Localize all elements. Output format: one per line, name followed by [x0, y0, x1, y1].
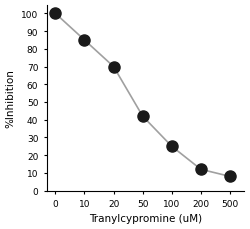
Point [228, 175, 232, 178]
Point [199, 168, 203, 171]
Point [141, 115, 145, 118]
Y-axis label: %Inhibition: %Inhibition [6, 69, 16, 127]
Point [112, 65, 116, 69]
Point [54, 13, 58, 16]
X-axis label: Tranylcypromine (uM): Tranylcypromine (uM) [89, 213, 202, 224]
Point [170, 145, 174, 148]
Point [82, 39, 86, 43]
